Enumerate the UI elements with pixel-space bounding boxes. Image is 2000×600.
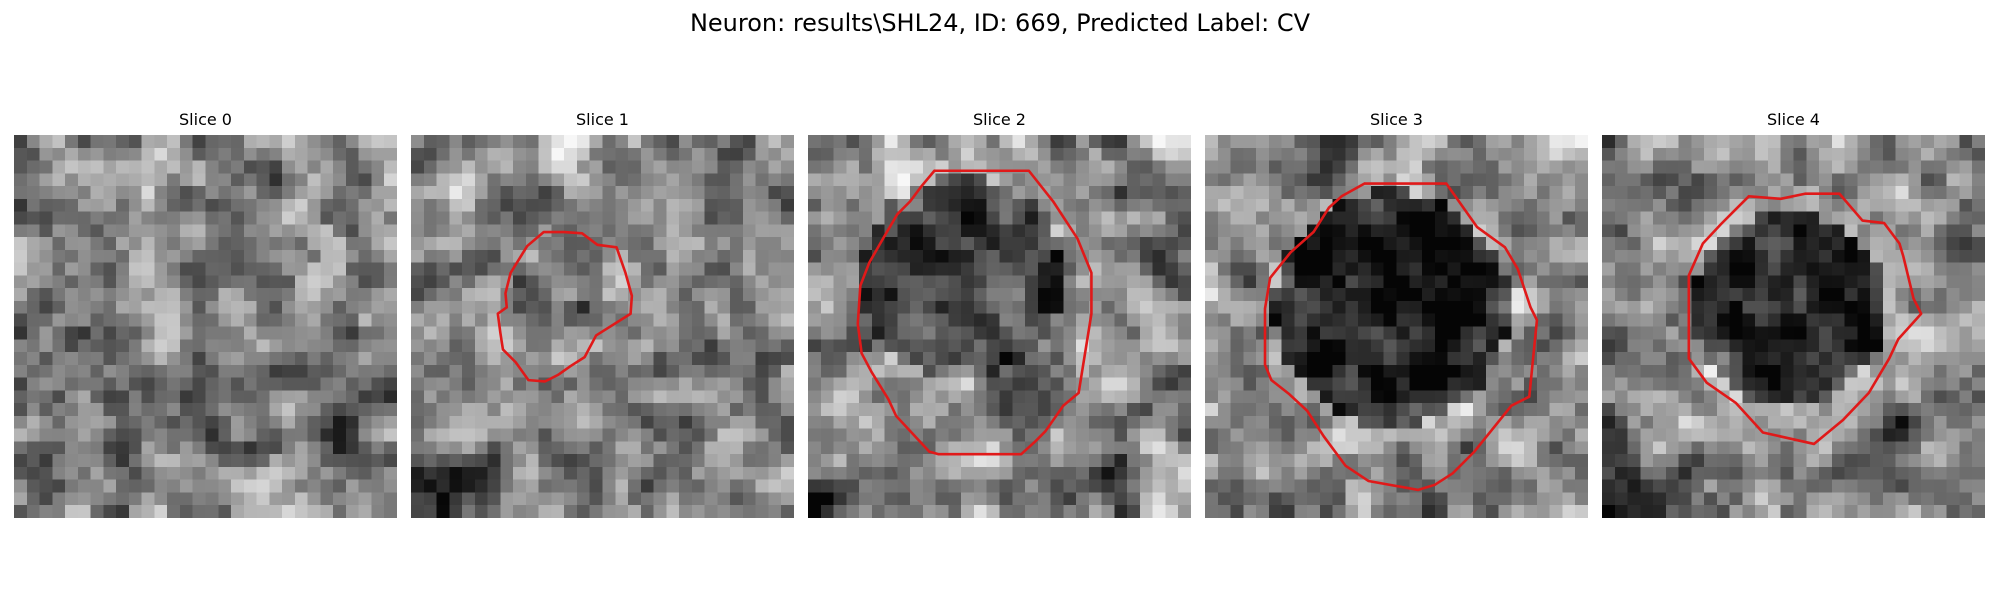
slice-panel-1: Slice 1 [411, 108, 794, 520]
slice-pixels [1602, 135, 1985, 518]
slice-panel-4: Slice 4 [1602, 108, 1985, 520]
slice-pixels [14, 135, 397, 518]
slice-title-1: Slice 1 [576, 110, 629, 129]
slice-image-4 [1602, 135, 1985, 518]
roi-contour-3 [1265, 184, 1537, 490]
slice-title-0: Slice 0 [179, 110, 232, 129]
figure-title: Neuron: results\SHL24, ID: 669, Predicte… [689, 9, 1311, 37]
slice-image-0 [14, 135, 397, 518]
slice-title-4: Slice 4 [1767, 110, 1820, 129]
slice-panel-2: Slice 2 [808, 108, 1191, 520]
slice-pixels [411, 135, 794, 518]
slice-panel-3: Slice 3 [1205, 108, 1588, 520]
roi-contour-2 [858, 171, 1092, 454]
roi-contour-4 [1689, 194, 1921, 444]
slice-panels: Slice 0 Slice 1 Slice 2 Slice 3 Slice 4 [14, 108, 1986, 520]
slice-title-3: Slice 3 [1370, 110, 1423, 129]
slice-image-1 [411, 135, 794, 518]
slice-title-2: Slice 2 [973, 110, 1026, 129]
roi-contour-1 [498, 232, 632, 381]
slice-image-2 [808, 135, 1191, 518]
slice-image-3 [1205, 135, 1588, 518]
slice-pixels [1205, 135, 1588, 518]
slice-panel-0: Slice 0 [14, 108, 397, 520]
slice-pixels [808, 135, 1191, 518]
